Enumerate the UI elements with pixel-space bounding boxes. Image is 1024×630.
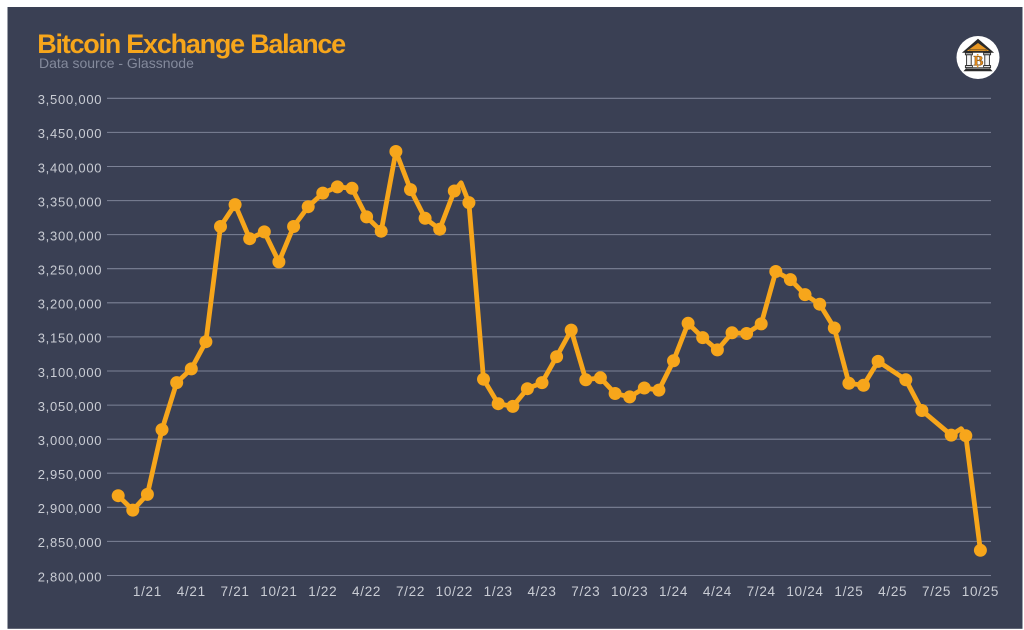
svg-text:1/24: 1/24 [659,584,688,599]
svg-text:1/22: 1/22 [308,584,337,599]
svg-text:10/21: 10/21 [260,584,297,599]
svg-text:1/25: 1/25 [834,584,863,599]
svg-text:Data source - Glassnode: Data source - Glassnode [39,55,194,71]
svg-text:1/21: 1/21 [133,584,162,599]
svg-text:4/22: 4/22 [352,584,381,599]
svg-text:3,450,000: 3,450,000 [38,126,103,141]
svg-text:4/21: 4/21 [177,584,206,599]
svg-text:3,100,000: 3,100,000 [38,365,103,380]
svg-text:3,200,000: 3,200,000 [38,297,103,312]
svg-text:2,850,000: 2,850,000 [38,535,103,550]
svg-text:7/24: 7/24 [747,584,776,599]
svg-text:3,400,000: 3,400,000 [38,160,103,175]
svg-text:7/23: 7/23 [571,584,600,599]
svg-text:3,000,000: 3,000,000 [38,433,103,448]
svg-text:7/22: 7/22 [396,584,425,599]
svg-text:4/23: 4/23 [527,584,556,599]
svg-text:3,150,000: 3,150,000 [38,331,103,346]
svg-text:2,800,000: 2,800,000 [38,569,103,584]
svg-text:7/21: 7/21 [221,584,250,599]
svg-text:2,950,000: 2,950,000 [38,467,103,482]
svg-text:4/24: 4/24 [703,584,732,599]
svg-text:3,250,000: 3,250,000 [38,263,103,278]
svg-text:1/23: 1/23 [484,584,513,599]
svg-text:3,050,000: 3,050,000 [38,399,103,414]
svg-text:7/25: 7/25 [922,584,951,599]
svg-text:2,900,000: 2,900,000 [38,501,103,516]
svg-text:10/23: 10/23 [611,584,648,599]
svg-text:3,350,000: 3,350,000 [38,194,103,209]
svg-text:4/25: 4/25 [878,584,907,599]
svg-text:3,300,000: 3,300,000 [38,228,103,243]
svg-text:10/24: 10/24 [786,584,823,599]
svg-text:10/25: 10/25 [962,584,999,599]
svg-text:3,500,000: 3,500,000 [38,92,103,107]
svg-text:B: B [973,53,983,69]
svg-text:Bitcoin Exchange Balance: Bitcoin Exchange Balance [37,29,346,59]
svg-text:10/22: 10/22 [436,584,473,599]
